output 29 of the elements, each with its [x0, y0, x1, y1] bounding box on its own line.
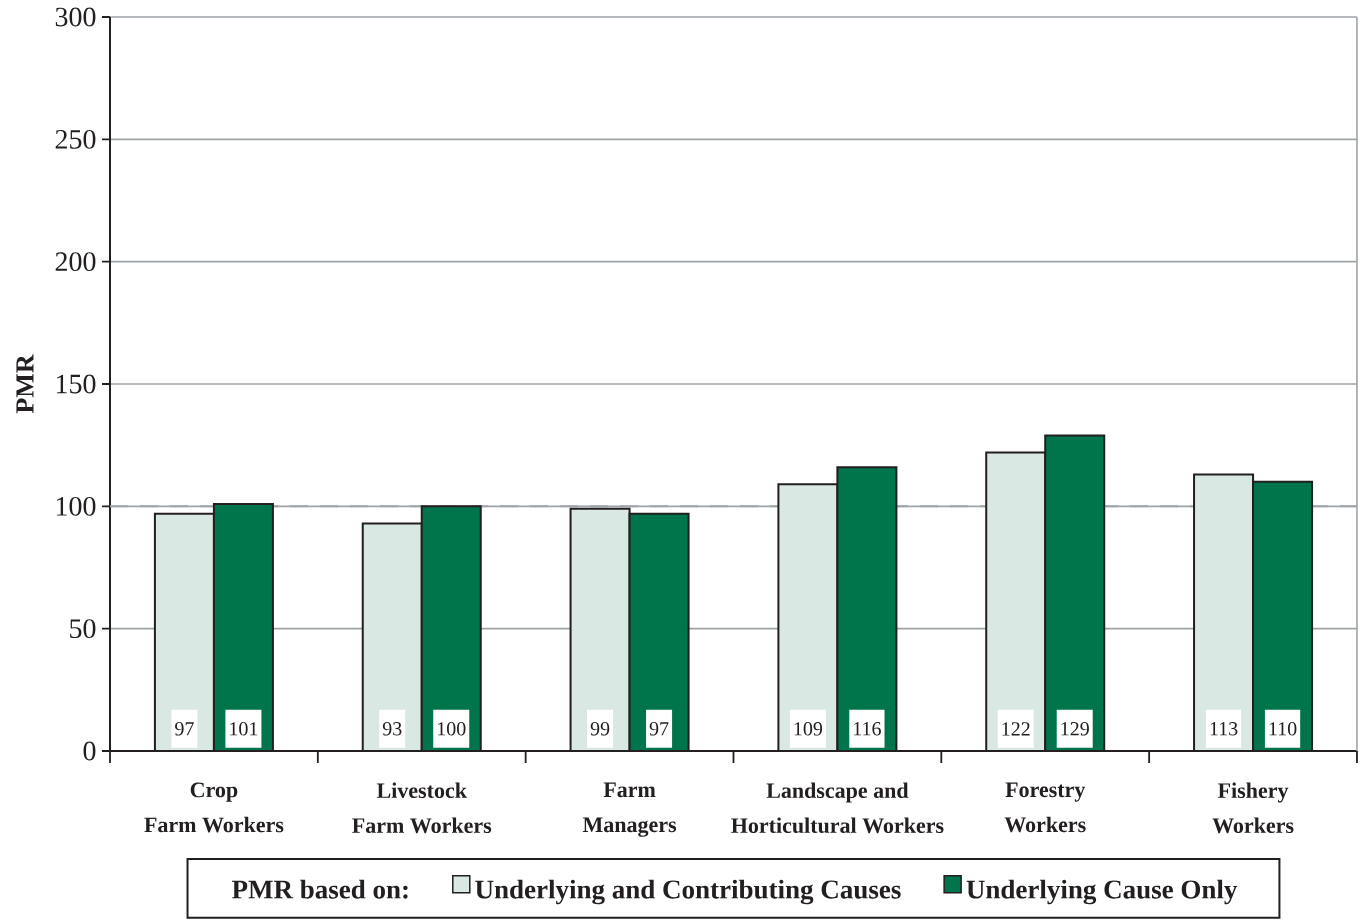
data-label: 100: [438, 722, 466, 736]
y-tick-label: 150: [56, 374, 96, 394]
x-tick-label: Farm Managers: [582, 782, 677, 837]
y-tick-label: 300: [55, 7, 96, 27]
data-label: 109: [794, 722, 823, 736]
x-tick-label: Landscape and Horticultural Workers: [731, 782, 944, 834]
data-label: 113: [1210, 722, 1238, 736]
data-label: 122: [1002, 722, 1030, 736]
x-tick-label: Livestock Farm Workers: [352, 782, 492, 834]
y-tick-label: 250: [55, 129, 96, 149]
data-label: 99: [590, 722, 610, 736]
y-tick-label: 0: [83, 741, 96, 761]
data-label: 97: [649, 722, 669, 736]
y-tick-label: 100: [56, 496, 96, 516]
y-tick-label: 200: [55, 252, 96, 272]
y-axis-title: PMR: [16, 354, 34, 414]
x-tick-label: Crop Farm Workers: [144, 782, 284, 833]
data-label: 93: [382, 722, 402, 736]
data-label: 101: [230, 722, 258, 736]
data-label: 116: [854, 722, 881, 736]
x-tick-label: Fishery Workers: [1212, 782, 1294, 834]
legend-label: Underlying and Contributing Causes: [475, 879, 901, 905]
data-label: 129: [1061, 722, 1089, 736]
data-label: 97: [175, 722, 194, 736]
y-tick-label: 50: [70, 619, 96, 639]
x-tick-label: Forestry Workers: [1004, 782, 1086, 833]
legend-title: PMR based on:: [231, 879, 408, 899]
data-label: 110: [1269, 722, 1297, 736]
legend-label: Underlying Cause Only: [966, 879, 1238, 905]
